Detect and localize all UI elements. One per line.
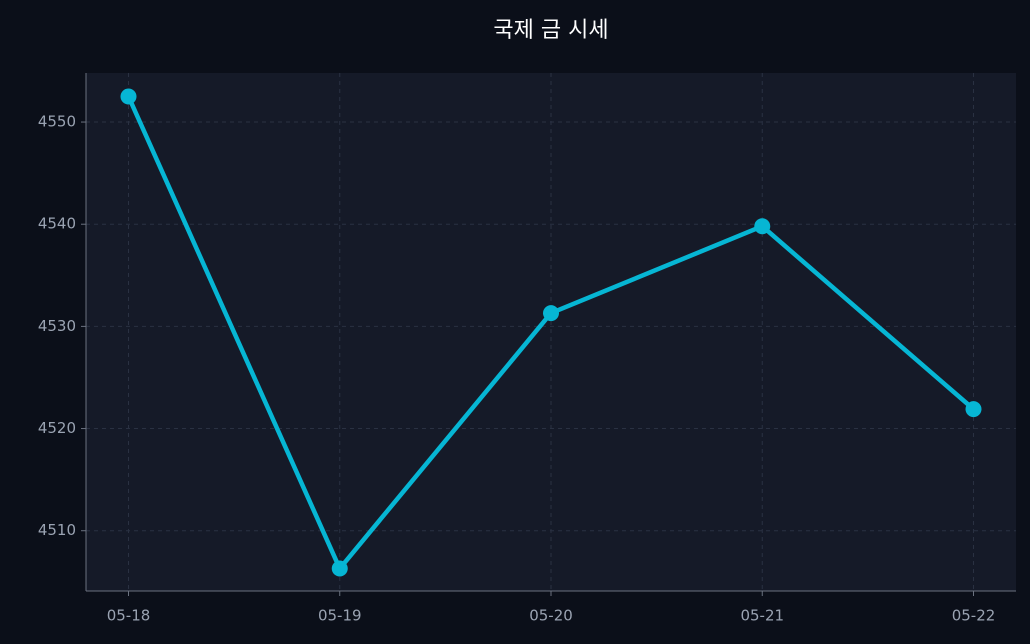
y-tick-label: 4510 bbox=[38, 521, 76, 539]
data-point bbox=[965, 401, 982, 418]
data-point bbox=[754, 218, 771, 235]
y-tick-label: 4530 bbox=[38, 317, 76, 335]
data-point bbox=[120, 88, 137, 105]
x-tick-label: 05-21 bbox=[740, 607, 784, 625]
x-tick-label: 05-22 bbox=[952, 607, 996, 625]
y-tick-label: 4540 bbox=[38, 215, 76, 233]
y-tick-label: 4520 bbox=[38, 419, 76, 437]
y-tick-label: 4550 bbox=[38, 113, 76, 131]
data-point bbox=[543, 305, 559, 322]
x-tick-label: 05-18 bbox=[107, 607, 151, 625]
x-tick-label: 05-19 bbox=[318, 607, 362, 625]
chart-title: 국제 금 시세 bbox=[493, 18, 608, 43]
data-point bbox=[331, 560, 348, 577]
x-tick-label: 05-20 bbox=[529, 607, 573, 625]
